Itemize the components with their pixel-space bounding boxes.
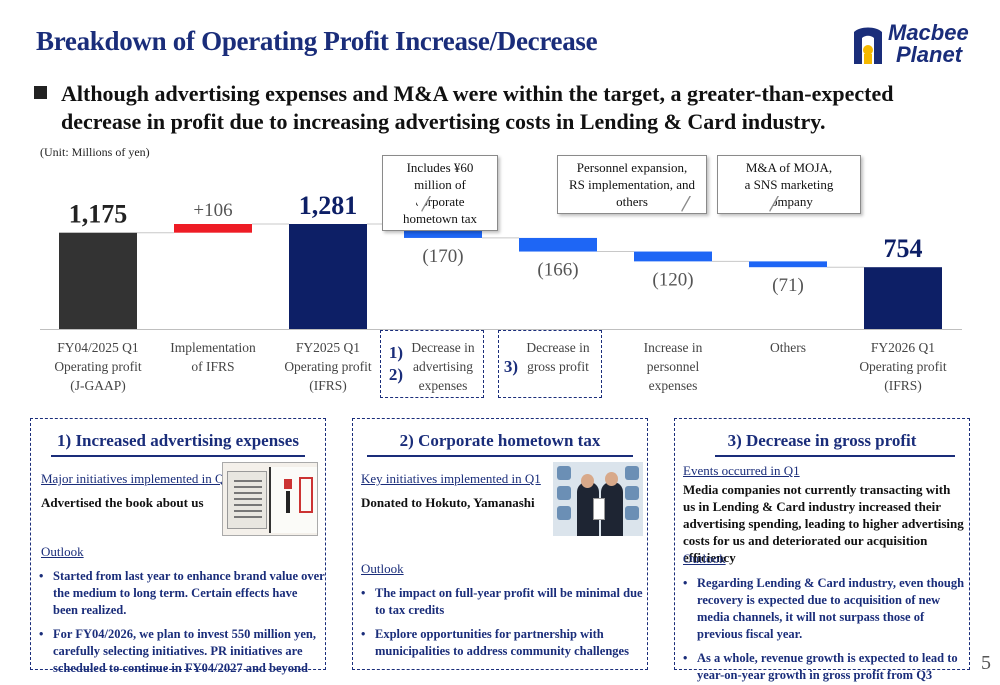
callout-pointer-icon (412, 195, 430, 211)
data-label: (71) (772, 275, 804, 296)
panel-gross-profit: 3) Decrease in gross profit Events occur… (674, 418, 970, 682)
callout-pointer-icon (760, 195, 778, 211)
data-label: 1,281 (299, 191, 358, 220)
category-label: Operating profit (859, 359, 947, 374)
callout-line: a SNS marketing company (744, 177, 834, 209)
list-item: Explore opportunities for partnership wi… (361, 626, 643, 660)
list-item: The impact on full-year profit will be m… (361, 585, 643, 619)
list-item: As a whole, revenue growth is expected t… (683, 650, 967, 685)
panel-advertising: 1) Increased advertising expenses Major … (30, 418, 326, 675)
bar-0 (59, 232, 137, 329)
data-label: (166) (537, 260, 578, 281)
panel-initiative: Advertised the book about us (41, 495, 204, 510)
category-label: FY2025 Q1 (296, 340, 360, 355)
book-back-cover (227, 471, 267, 529)
book-image (222, 462, 318, 536)
category-label: Operating profit (284, 359, 372, 374)
panel-subhead: Major initiatives implemented in Q1 (41, 471, 231, 486)
bar-5 (634, 251, 712, 262)
category-label: Implementation (170, 340, 256, 355)
logo-line2: Planet (896, 42, 963, 67)
data-label: (120) (652, 269, 693, 290)
lead-statement: Although advertising expenses and M&A we… (34, 80, 974, 136)
callout-pointer-icon (672, 195, 690, 211)
callout-line: Includes ¥60 million of (406, 160, 474, 192)
square-bullet-icon (34, 86, 47, 99)
highlight-box-gross-profit (498, 330, 602, 398)
panel-hometown-tax: 2) Corporate hometown tax Key initiative… (352, 418, 648, 670)
book-front-cover (269, 467, 317, 533)
list-item: Started from last year to enhance brand … (39, 568, 325, 619)
data-label: 1,175 (69, 200, 128, 229)
logo-text: Macbee Planet (888, 22, 969, 66)
category-label: FY2026 Q1 (871, 340, 935, 355)
panel-title: 1) Increased advertising expenses (57, 431, 299, 450)
panel-title: 3) Decrease in gross profit (727, 431, 917, 450)
panel-title-rule (51, 455, 305, 457)
category-label: (IFRS) (309, 378, 347, 393)
unit-label: (Unit: Millions of yen) (40, 145, 150, 159)
lead-text: Although advertising expenses and M&A we… (61, 81, 894, 134)
callout-hometown-tax: Includes ¥60 million of corporate hometo… (382, 155, 498, 231)
page-number: 5 (981, 652, 991, 674)
panel-initiative: Donated to Hokuto, Yamanashi (361, 495, 535, 510)
category-label: personnel (647, 359, 700, 374)
panel-title-rule (367, 455, 633, 457)
bar-2 (289, 224, 367, 329)
bar-7 (864, 267, 942, 329)
company-logo: Macbee Planet (850, 22, 982, 70)
category-label: expenses (649, 378, 698, 393)
category-label: of IFRS (191, 359, 234, 374)
panel-subhead: Key initiatives implemented in Q1 (361, 471, 541, 486)
panel-outlook-label: Outlook (683, 551, 726, 566)
panel-outlook-label: Outlook (361, 561, 404, 576)
category-label: (IFRS) (884, 378, 922, 393)
panel-bullets: Started from last year to enhance brand … (39, 568, 325, 684)
panel-bullets: Regarding Lending & Card industry, even … (683, 575, 967, 685)
panel-title-rule (715, 455, 955, 457)
data-label: (170) (422, 246, 463, 267)
certificate-image (593, 498, 605, 520)
callout-line: M&A of MOJA, (745, 160, 833, 175)
logo-line1: Macbee (888, 20, 969, 45)
callout-line: corporate hometown tax (402, 194, 477, 226)
logo-mark-icon (854, 27, 882, 64)
data-label: +106 (193, 200, 232, 221)
category-label: Others (770, 340, 806, 355)
list-item: For FY04/2026, we plan to invest 550 mil… (39, 626, 325, 677)
data-label: 754 (884, 234, 923, 263)
category-label: Operating profit (54, 359, 142, 374)
highlight-box-advertising (380, 330, 484, 398)
callout-moja: M&A of MOJA, a SNS marketing company (717, 155, 861, 214)
bar-4 (519, 237, 597, 252)
bar-6 (749, 261, 827, 268)
bar-1 (174, 224, 252, 233)
page-title: Breakdown of Operating Profit Increase/D… (36, 26, 598, 56)
panel-subhead: Events occurred in Q1 (683, 463, 800, 478)
panel-title: 2) Corporate hometown tax (399, 431, 601, 450)
donation-photo (553, 462, 643, 536)
callout-line: Personnel expansion, (576, 160, 688, 175)
list-item: Regarding Lending & Card industry, even … (683, 575, 967, 643)
category-label: FY04/2025 Q1 (57, 340, 138, 355)
category-label: (J-GAAP) (70, 378, 126, 393)
callout-personnel: Personnel expansion, RS implementation, … (557, 155, 707, 214)
panel-bullets: The impact on full-year profit will be m… (361, 585, 643, 667)
panel-outlook-label: Outlook (41, 544, 84, 559)
callout-line: RS implementation, and others (568, 177, 695, 209)
panel-initiative: Media companies not currently transactin… (683, 482, 964, 565)
category-label: Increase in (644, 340, 703, 355)
